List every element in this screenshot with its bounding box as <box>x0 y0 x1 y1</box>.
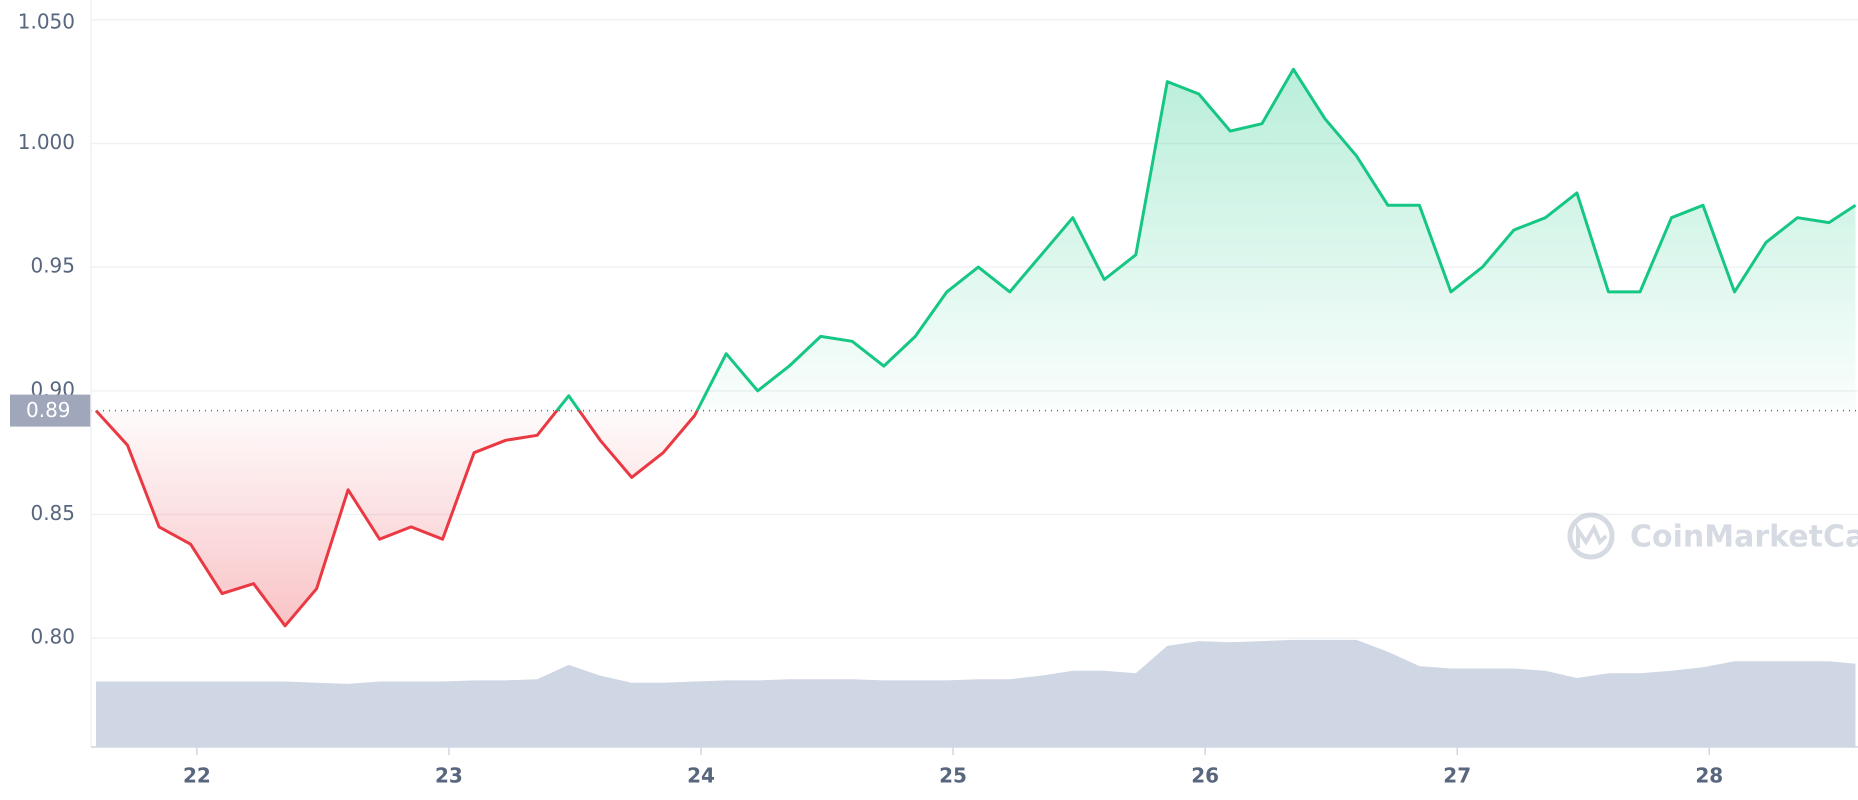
y-tick-label: 1.000 <box>18 130 75 154</box>
y-tick-label: 0.80 <box>30 625 75 649</box>
watermark-text: CoinMarketCap <box>1630 520 1858 555</box>
reference-label-box <box>10 394 91 427</box>
y-tick-label: 0.85 <box>30 501 75 525</box>
volume-area <box>96 639 1856 747</box>
x-tick-label: 23 <box>435 764 463 788</box>
x-tick-label: 27 <box>1443 764 1471 788</box>
x-tick-label: 22 <box>183 764 211 788</box>
y-tick-label: 0.95 <box>30 254 75 278</box>
price-line <box>94 67 1857 628</box>
x-tick-label: 25 <box>939 764 967 788</box>
price-area <box>96 69 1856 626</box>
y-tick-label: 1.050 <box>18 9 75 33</box>
x-tick-label: 26 <box>1191 764 1219 788</box>
x-tick-label: 24 <box>687 764 715 788</box>
watermark: CoinMarketCap <box>1567 512 1858 560</box>
x-tick-label: 28 <box>1695 764 1723 788</box>
reference-label: 0.89 <box>26 398 71 422</box>
